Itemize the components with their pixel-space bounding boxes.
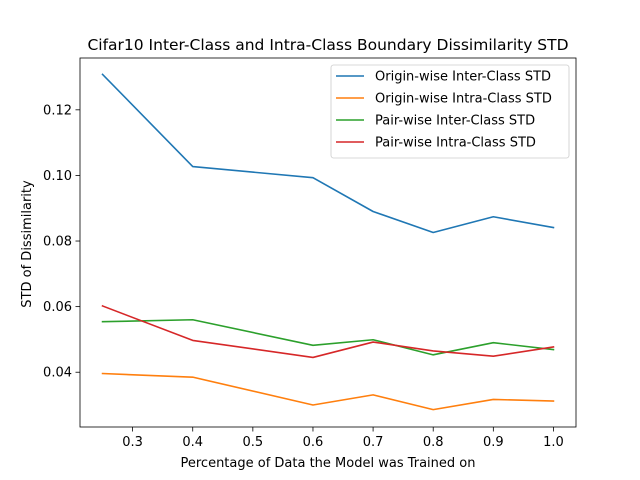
series-line-3 [101,318,555,356]
axes-frame [79,57,577,428]
x-tick-label: 1.0 [543,435,564,450]
plot-area: 0.3 0.4 0.5 0.6 0.7 0.8 0.9 1.0 0.04 0.06 0.08 0.10… [43,57,577,450]
legend-label: Origin-wise Inter-Class STD [375,70,551,85]
x-axis-label: Percentage of Data the Model was Trained… [180,456,475,471]
x-tick-label: 0.7 [363,435,384,450]
chart-title: Cifar10 Inter-Class and Intra-Class Boun… [87,36,568,54]
y-tick-label: 0.04 [43,366,72,381]
x-tick-label: 0.5 [243,435,264,450]
series-line-4 [101,304,555,359]
y-axis-label: STD of Dissimilarity [20,180,35,308]
x-tick-label: 0.8 [423,435,444,450]
x-tick-label: 0.4 [182,435,203,450]
x-tick-label: 0.9 [483,435,504,450]
x-tick-label: 0.6 [303,435,324,450]
legend-box [330,64,570,159]
legend-label: Pair-wise Inter-Class STD [375,114,535,129]
y-tick-label: 0.08 [43,235,72,250]
y-tick-label: 0.12 [43,103,72,118]
y-tick-label: 0.10 [43,169,72,184]
series-line-2 [101,372,555,411]
y-tick-label: 0.06 [43,300,72,315]
x-tick-label: 0.3 [122,435,143,450]
series-line-1 [101,73,555,234]
legend-label: Pair-wise Intra-Class STD [375,136,536,151]
legend-label: Origin-wise Intra-Class STD [375,92,552,107]
